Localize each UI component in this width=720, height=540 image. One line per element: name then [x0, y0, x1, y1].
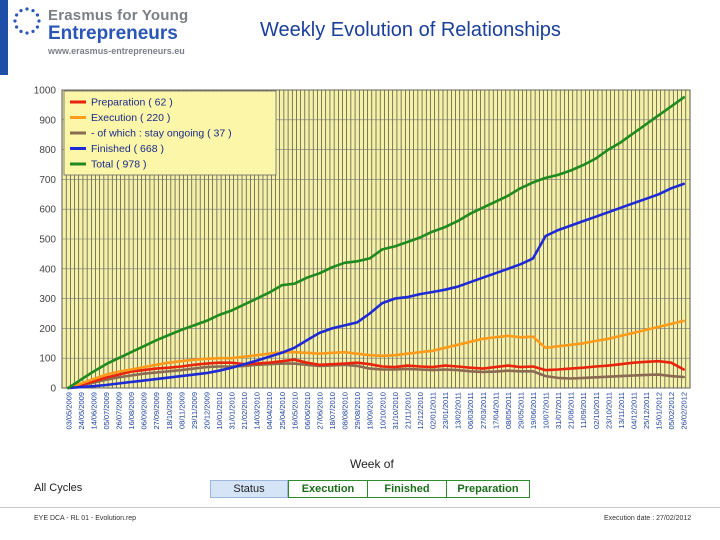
x-tick-label: 10/01/2010: [215, 392, 224, 430]
series-stay-ongoing: [67, 362, 686, 390]
x-tick-label: 27/03/2011: [479, 392, 488, 429]
y-tick-label: 300: [39, 294, 56, 305]
x-tick-label: 05/02/2012: [667, 392, 676, 430]
x-axis-caption: Week of: [350, 457, 394, 471]
x-tick-label: 24/05/2009: [77, 392, 86, 430]
execution-date: Execution date : 27/02/2012: [604, 515, 692, 522]
eu-stars-icon: [13, 7, 41, 35]
y-tick-label: 600: [39, 205, 56, 216]
logo-line-2: Entrepreneurs: [48, 23, 178, 44]
series-execution: [67, 319, 686, 390]
x-tick-label: 19/06/2011: [529, 392, 538, 429]
x-tick-label: 08/05/2011: [504, 392, 513, 429]
logo-url: www.erasmus-entrepreneurs.eu: [48, 46, 185, 56]
series-finished: [67, 182, 686, 390]
y-tick-label: 1000: [34, 86, 57, 97]
x-tick-label: 08/08/2010: [341, 392, 350, 430]
x-tick-label: 31/01/2010: [228, 392, 237, 430]
x-tick-label: 31/07/2011: [554, 392, 563, 429]
logo-line-1: Erasmus for Young: [48, 7, 189, 24]
y-tick-label: 400: [39, 264, 56, 275]
tab-status[interactable]: Status: [210, 480, 288, 498]
erasmus-logo[interactable]: Erasmus for Young Entrepreneurs www.eras…: [12, 6, 202, 56]
y-tick-label: 900: [39, 115, 56, 126]
x-tick-label: 23/10/2011: [604, 392, 613, 429]
y-tick-label: 200: [39, 324, 56, 335]
x-tick-label: 16/05/2010: [290, 392, 299, 430]
status-tabs: Status Execution Finished Preparation: [210, 480, 530, 498]
page-title: Weekly Evolution of Relationships: [260, 19, 561, 41]
y-tick-label: 500: [39, 235, 56, 246]
x-tick-label: 05/07/2009: [102, 392, 111, 430]
x-tick-label: 04/04/2010: [265, 392, 274, 430]
y-tick-label: 800: [39, 145, 56, 156]
y-tick-label: 0: [50, 384, 56, 395]
x-tick-label: 29/08/2010: [353, 392, 362, 430]
x-tick-label: 10/07/2011: [542, 392, 551, 429]
x-tick-label: 14/06/2009: [89, 392, 98, 430]
series-preparation: [67, 358, 686, 390]
y-tick-label: 700: [39, 175, 56, 186]
x-tick-label: 20/12/2009: [202, 392, 211, 430]
brand-side-band: [0, 0, 8, 75]
x-tick-label: 13/02/2011: [454, 392, 463, 429]
x-tick-label: 04/12/2011: [629, 392, 638, 429]
x-tick-label: 12/12/2010: [416, 392, 425, 430]
x-tick-label: 25/04/2010: [278, 392, 287, 430]
x-tick-label: 06/09/2009: [140, 392, 149, 430]
x-tick-label: 08/11/2009: [177, 392, 186, 429]
x-tick-label: 29/11/2009: [190, 392, 199, 429]
x-tick-label: 26/07/2009: [115, 392, 124, 430]
x-tick-label: 27/09/2009: [152, 392, 161, 430]
x-tick-label: 31/10/2010: [391, 392, 400, 430]
x-tick-label: 02/01/2011: [429, 392, 438, 429]
y-tick-label: 100: [39, 354, 56, 365]
x-tick-label: 25/12/2011: [642, 392, 651, 429]
report-name: EYE DCA - RL 01 - Evolution.rep: [34, 515, 137, 522]
relationships-line-chart: 0 100 200 300 400 500 600 700 800 900 1000 03/05/20…: [34, 86, 691, 430]
x-tick-label: 26/02/2012: [680, 392, 689, 430]
legend-label: - of which : stay ongoing ( 37 ): [91, 128, 232, 140]
x-tick-label: 21/08/2011: [567, 392, 576, 429]
x-tick-label: 21/11/2010: [403, 392, 412, 429]
tab-execution[interactable]: Execution: [288, 480, 368, 498]
legend-label: Execution ( 220 ): [91, 112, 170, 124]
x-tick-label: 18/10/2009: [165, 392, 174, 430]
footer-divider: [0, 507, 720, 508]
series-total: [67, 96, 686, 390]
x-tick-label: 29/05/2011: [516, 392, 525, 429]
legend: [63, 90, 277, 176]
tab-finished[interactable]: Finished: [368, 480, 447, 498]
legend-label: Total ( 978 ): [91, 159, 146, 171]
x-tick-label: 27/06/2010: [315, 392, 324, 430]
x-tick-label: 17/04/2011: [491, 392, 500, 429]
x-tick-label: 18/07/2010: [328, 392, 337, 430]
x-tick-label: 16/08/2009: [127, 392, 136, 430]
x-tick-label: 13/11/2011: [617, 392, 626, 428]
tab-preparation[interactable]: Preparation: [447, 480, 530, 498]
x-tick-label: 23/01/2011: [441, 392, 450, 429]
x-tick-label: 03/05/2009: [64, 392, 73, 430]
legend-label: Preparation ( 62 ): [91, 97, 173, 109]
x-tick-label: 10/10/2010: [378, 392, 387, 430]
x-tick-label: 19/09/2010: [366, 392, 375, 430]
x-tick-label: 11/09/2011: [579, 392, 588, 428]
x-tick-label: 15/01/2012: [655, 392, 664, 430]
x-tick-label: 14/03/2010: [253, 392, 262, 430]
x-tick-label: 02/10/2011: [592, 392, 601, 429]
x-tick-label: 06/03/2011: [466, 392, 475, 429]
legend-label: Finished ( 668 ): [91, 143, 164, 155]
x-tick-label: 21/02/2010: [240, 392, 249, 430]
x-tick-label: 06/06/2010: [303, 392, 312, 430]
cycles-filter-label[interactable]: All Cycles: [34, 482, 83, 494]
